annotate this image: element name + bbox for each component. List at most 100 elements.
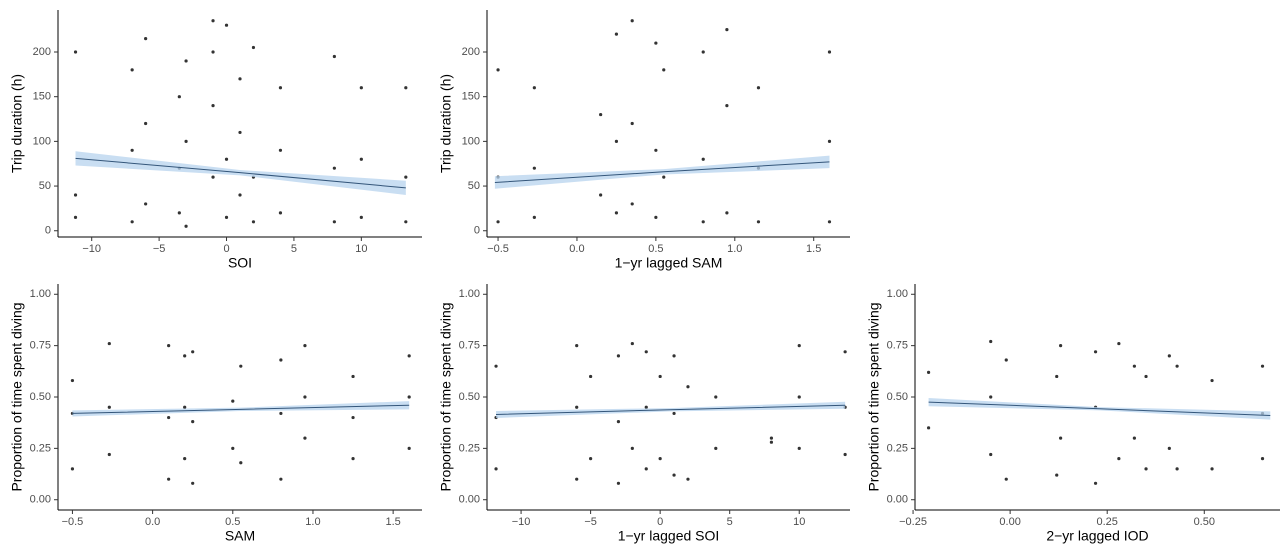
x-tick-label: 5 [727,516,733,528]
x-tick-label: −0.25 [899,516,927,528]
point [614,211,619,215]
point [1059,436,1063,440]
x-tick-label: 1.0 [305,516,320,528]
x-axis-title: 1−yr lagged SAM [615,255,723,271]
point [658,374,662,379]
point [1260,457,1265,461]
point [107,452,111,457]
point [1210,467,1214,471]
point [278,148,283,152]
point [797,446,801,450]
point [496,68,500,72]
panel: −0.5 0.0 0.5 1.0 1.5 0 50 100 150 200 1−yr lagged … [438,10,850,271]
point [644,350,648,354]
point [183,354,187,358]
point [351,374,355,379]
point [630,19,634,23]
point [701,50,705,54]
point [616,481,621,485]
point [177,211,181,215]
point [279,358,283,362]
point [616,354,621,358]
point [1117,341,1121,346]
point [1175,467,1179,471]
point [238,130,242,135]
fit-line [494,161,830,183]
point [644,467,648,471]
point [231,399,235,403]
panel: −0.25 0.00 0.25 0.50 0.00 0.25 0.50 0.75 1.00 2−y… [866,284,1280,544]
point [654,215,658,219]
point [1210,378,1214,383]
y-tick-label: 0.25 [887,442,908,454]
y-tick-label: 1.00 [30,288,51,300]
point [407,446,411,450]
y-tick-label: 100 [33,135,51,147]
x-tick-label: −10 [512,516,531,528]
point [843,350,847,354]
point [1132,436,1136,440]
point [407,395,411,399]
point [332,166,336,170]
point [1117,457,1121,461]
point [725,104,729,108]
point [191,420,195,424]
point [404,220,408,224]
point [630,121,634,126]
y-tick-label: 150 [462,91,480,103]
point [494,467,498,471]
point [1144,467,1148,471]
point [144,121,148,126]
point [1260,364,1265,368]
point [686,477,690,481]
confidence-band [72,401,410,417]
x-tick-label: 1.0 [727,243,742,255]
y-axis-title: Trip duration (h) [438,74,454,173]
y-tick-label: 0.00 [887,494,908,506]
point [407,354,411,358]
y-tick-label: 0.25 [30,442,51,454]
y-tick-label: 0.00 [30,494,51,506]
y-tick-label: 0.00 [459,494,480,506]
point [191,481,195,485]
point [238,193,242,197]
point [332,220,336,224]
point [614,139,619,143]
point [351,457,355,461]
point [144,36,148,41]
point [769,436,774,440]
point [532,166,536,170]
x-tick-label: 10 [793,516,805,528]
point [239,364,243,368]
point [107,341,111,346]
x-axis-title: SOI [228,255,252,271]
point [183,405,187,409]
point [332,54,336,59]
point [989,339,993,344]
point [1059,344,1063,348]
point [73,193,78,197]
y-tick-label: 0.50 [887,391,908,403]
point [589,457,593,461]
point [575,405,579,409]
point [599,193,603,197]
point [672,411,676,416]
point [279,477,283,481]
point [672,354,676,358]
point [303,344,307,348]
y-tick-label: 0.25 [459,442,480,454]
x-tick-label: 0.25 [1096,516,1117,528]
point [926,426,931,430]
x-tick-label: 0 [657,516,663,528]
point [73,50,78,54]
point [184,59,188,63]
point [144,202,148,206]
y-tick-label: 0 [45,225,51,237]
point [756,86,761,90]
y-tick-label: 0 [474,225,480,237]
point [701,220,705,224]
point [1055,374,1059,379]
point [575,344,579,348]
point [662,175,666,179]
